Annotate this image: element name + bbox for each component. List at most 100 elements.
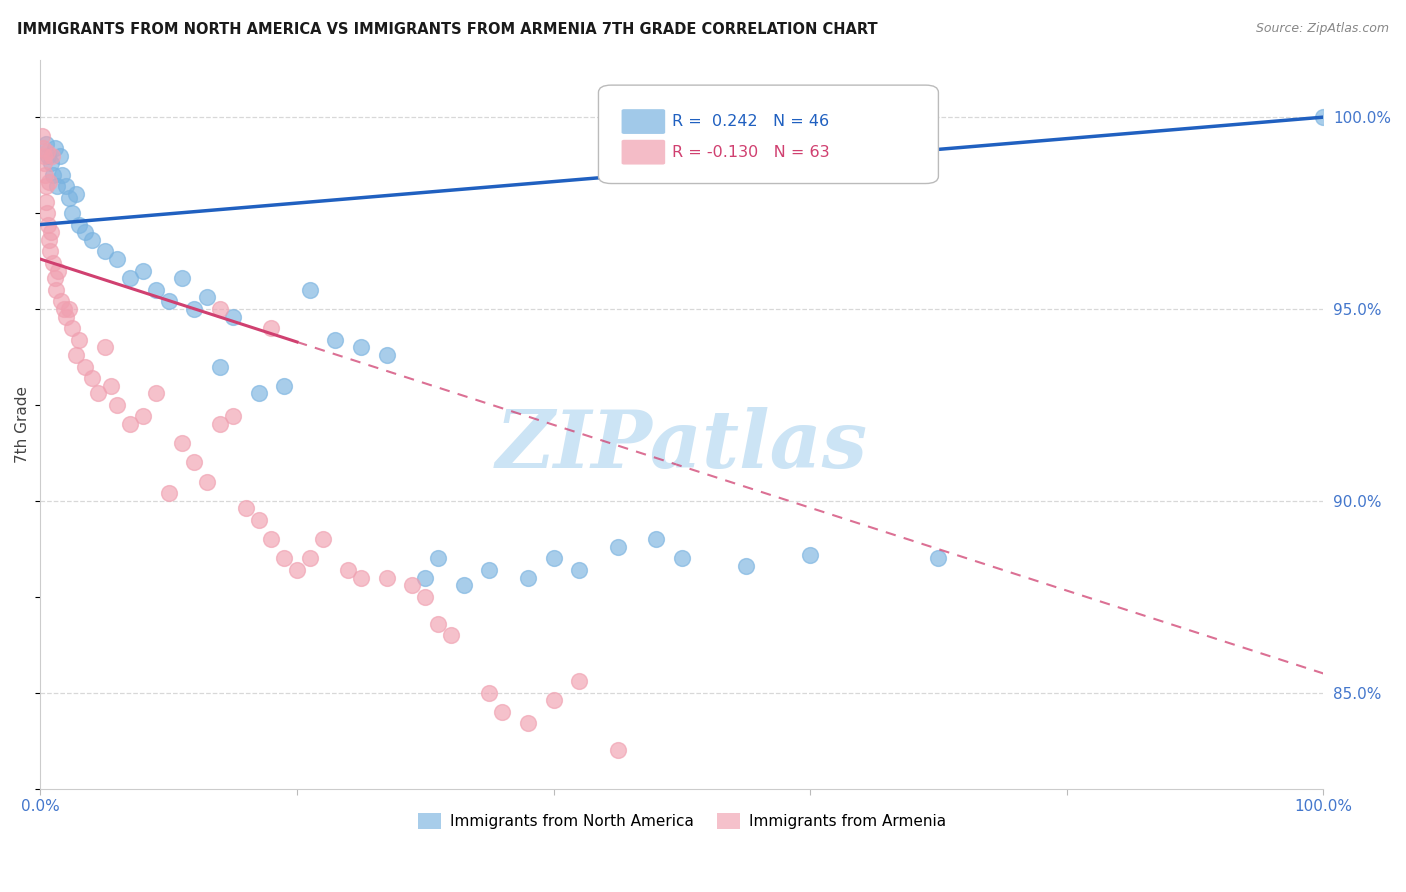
Point bbox=[42, 168, 65, 182]
Point bbox=[80, 371, 103, 385]
Point bbox=[427, 551, 450, 566]
Point bbox=[375, 348, 398, 362]
Point bbox=[491, 705, 513, 719]
Point bbox=[58, 191, 80, 205]
Text: ZIPatlas: ZIPatlas bbox=[496, 407, 868, 484]
Point bbox=[42, 256, 65, 270]
Point bbox=[37, 206, 59, 220]
Point bbox=[55, 310, 77, 324]
Text: IMMIGRANTS FROM NORTH AMERICA VS IMMIGRANTS FROM ARMENIA 7TH GRADE CORRELATION C: IMMIGRANTS FROM NORTH AMERICA VS IMMIGRA… bbox=[17, 22, 877, 37]
Point bbox=[170, 436, 193, 450]
Point bbox=[260, 321, 283, 335]
Point bbox=[325, 333, 347, 347]
Point bbox=[35, 194, 58, 209]
Point bbox=[87, 386, 110, 401]
Point bbox=[543, 551, 565, 566]
Point bbox=[183, 455, 205, 469]
Point bbox=[44, 141, 66, 155]
Point bbox=[51, 168, 73, 182]
Point bbox=[350, 340, 373, 354]
Point bbox=[58, 301, 80, 316]
Point bbox=[120, 271, 142, 285]
Point bbox=[38, 175, 60, 189]
Point bbox=[1312, 110, 1334, 124]
Point bbox=[145, 283, 167, 297]
Point bbox=[478, 563, 501, 577]
Point bbox=[543, 693, 565, 707]
Point bbox=[235, 501, 257, 516]
Point bbox=[75, 359, 97, 374]
Point bbox=[62, 321, 84, 335]
Point bbox=[45, 283, 67, 297]
Point bbox=[62, 206, 84, 220]
FancyBboxPatch shape bbox=[599, 85, 938, 184]
Point bbox=[93, 244, 115, 259]
Point bbox=[606, 540, 628, 554]
Point bbox=[80, 233, 103, 247]
Point bbox=[55, 179, 77, 194]
Point bbox=[105, 398, 128, 412]
Point bbox=[427, 616, 450, 631]
FancyBboxPatch shape bbox=[621, 109, 665, 134]
Text: R =  0.242   N = 46: R = 0.242 N = 46 bbox=[672, 114, 828, 129]
Point bbox=[298, 551, 321, 566]
Point bbox=[157, 486, 180, 500]
Point bbox=[413, 570, 436, 584]
Point bbox=[208, 359, 231, 374]
Point bbox=[46, 179, 69, 194]
Point bbox=[38, 233, 60, 247]
Text: R = -0.130   N = 63: R = -0.130 N = 63 bbox=[672, 145, 830, 160]
Point bbox=[568, 674, 591, 689]
Point bbox=[260, 532, 283, 546]
Point bbox=[311, 532, 333, 546]
Point bbox=[247, 513, 270, 527]
Point bbox=[645, 532, 668, 546]
Point bbox=[75, 225, 97, 239]
Point bbox=[298, 283, 321, 297]
Point bbox=[247, 386, 270, 401]
Point bbox=[44, 271, 66, 285]
Point bbox=[478, 685, 501, 699]
Point bbox=[32, 156, 55, 170]
Point bbox=[285, 563, 308, 577]
Point bbox=[799, 548, 821, 562]
Point bbox=[100, 378, 122, 392]
Point bbox=[67, 333, 90, 347]
Point bbox=[37, 218, 59, 232]
Point bbox=[222, 409, 245, 424]
Point bbox=[41, 148, 63, 162]
Point bbox=[195, 475, 218, 489]
Point bbox=[67, 218, 90, 232]
Point bbox=[49, 294, 72, 309]
Point bbox=[453, 578, 475, 592]
Point bbox=[32, 148, 55, 162]
Point bbox=[222, 310, 245, 324]
Point bbox=[48, 263, 70, 277]
Point bbox=[34, 136, 56, 151]
Point bbox=[401, 578, 423, 592]
Point bbox=[65, 348, 87, 362]
Point bbox=[105, 252, 128, 266]
Point bbox=[516, 716, 538, 731]
Point bbox=[337, 563, 360, 577]
Point bbox=[34, 168, 56, 182]
Y-axis label: 7th Grade: 7th Grade bbox=[15, 385, 30, 463]
Text: Source: ZipAtlas.com: Source: ZipAtlas.com bbox=[1256, 22, 1389, 36]
Point bbox=[39, 244, 62, 259]
Point bbox=[34, 179, 56, 194]
Point bbox=[48, 148, 70, 162]
Point bbox=[183, 301, 205, 316]
Point bbox=[273, 551, 295, 566]
Point bbox=[93, 340, 115, 354]
Point bbox=[568, 563, 591, 577]
Point bbox=[195, 290, 218, 304]
Point bbox=[375, 570, 398, 584]
Point bbox=[39, 225, 62, 239]
Point bbox=[120, 417, 142, 431]
Point bbox=[35, 145, 58, 159]
Point bbox=[735, 559, 758, 574]
FancyBboxPatch shape bbox=[621, 140, 665, 164]
Point bbox=[52, 301, 75, 316]
Point bbox=[39, 156, 62, 170]
Point bbox=[927, 551, 949, 566]
